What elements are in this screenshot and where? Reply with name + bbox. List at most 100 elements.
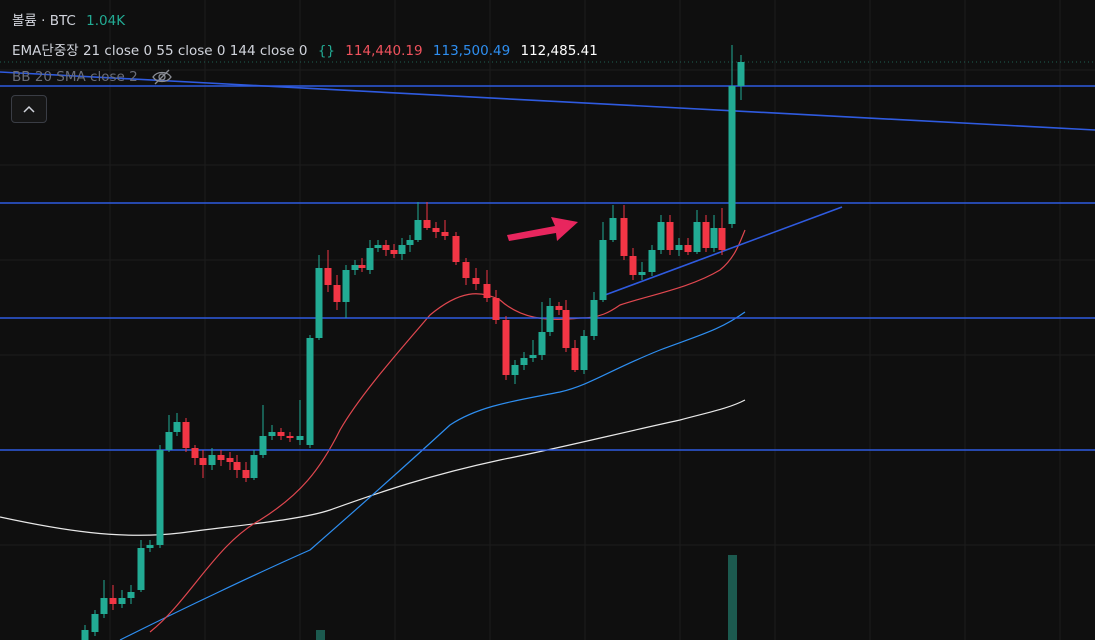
eye-off-icon[interactable] (152, 69, 172, 85)
ema-value: 113,500.49 (432, 43, 511, 59)
candle-body (693, 222, 701, 252)
candle-body (710, 228, 718, 248)
arrow-annotation (507, 217, 578, 241)
ema-value: 112,485.41 (520, 43, 598, 59)
candle-body (146, 545, 154, 548)
candle-body (109, 598, 117, 604)
candle-body (511, 365, 519, 375)
candle-body (414, 220, 422, 240)
candle-body (242, 470, 250, 478)
ema-144 (0, 399, 746, 536)
candle-body (296, 436, 304, 440)
drawn-lines (0, 71, 1095, 451)
candle-body (268, 432, 276, 436)
candle-body (737, 62, 745, 86)
candle-body (165, 432, 173, 450)
collapse-button[interactable] (11, 95, 47, 123)
ema-21 (149, 229, 746, 633)
candle-body (173, 422, 181, 432)
candle-body (233, 462, 241, 470)
candle-body (286, 436, 294, 438)
candle-body (208, 455, 216, 465)
candle-body (620, 218, 628, 256)
ema-value: 114,440.19 (345, 43, 423, 59)
candle-body (390, 250, 398, 254)
candle-body (648, 250, 656, 272)
indicator-name[interactable]: EMA단중장 21 close 0 55 close 0 144 close 0 (12, 43, 308, 59)
candle-body (277, 432, 285, 436)
candle-body (315, 268, 323, 338)
candle-body (432, 228, 440, 232)
candle-body (199, 458, 207, 465)
candle-body (462, 262, 470, 278)
candle-body (127, 592, 135, 598)
candle-body (351, 265, 359, 270)
source-icon[interactable]: {} (317, 43, 335, 59)
candles (81, 45, 745, 640)
candle-body (250, 455, 258, 478)
candle-body (702, 222, 710, 248)
candle-body (306, 338, 314, 445)
volume-legend: 볼륨 · BTC 1.04K (12, 9, 125, 29)
candle-body (638, 272, 646, 275)
candle-body (382, 245, 390, 250)
candle-body (100, 598, 108, 614)
bb-legend: BB 20 SMA close 2 (12, 69, 138, 85)
candle-body (333, 285, 341, 302)
candle-body (182, 422, 190, 448)
candle-body (398, 245, 406, 254)
candle-body (599, 240, 607, 300)
candle-body (472, 278, 480, 284)
candle-body (666, 222, 674, 250)
candle-body (91, 614, 99, 632)
candle-body (529, 355, 537, 358)
candle-body (590, 300, 598, 336)
candle-body (441, 232, 449, 236)
candle-body (226, 458, 234, 462)
candle-body (571, 348, 579, 370)
candle-body (259, 436, 267, 455)
candle-body (492, 298, 500, 320)
trend-line (604, 206, 843, 296)
candle-body (718, 228, 726, 250)
candle-body (546, 306, 554, 332)
candle-body (520, 358, 528, 365)
candle-body (452, 236, 460, 262)
candle-body (342, 270, 350, 302)
trend-line (0, 71, 1095, 131)
candle-body (728, 86, 736, 224)
candle-body (483, 284, 491, 298)
ema-legend: EMA단중장 21 close 0 55 close 0 144 close 0… (12, 39, 598, 59)
volume-bar (728, 555, 737, 640)
candle-body (629, 256, 637, 275)
candle-body (562, 310, 570, 348)
candle-body (118, 598, 126, 604)
volume-value: 1.04K (86, 13, 126, 29)
candle-body (137, 548, 145, 590)
candle-body (555, 306, 563, 310)
candle-body (502, 320, 510, 375)
volume-bar (316, 630, 325, 640)
candle-body (406, 240, 414, 245)
candle-body (156, 450, 164, 545)
candle-body (657, 222, 665, 250)
symbol: 볼륨 · BTC (12, 13, 76, 29)
ema-55 (119, 311, 746, 640)
candle-body (675, 245, 683, 250)
chevron-icon (23, 105, 35, 113)
candle-body (580, 336, 588, 370)
candle-body (217, 455, 225, 460)
candle-body (81, 630, 89, 640)
candle-body (374, 245, 382, 248)
candle-body (324, 268, 332, 285)
candle-body (191, 448, 199, 458)
indicator-name[interactable]: BB 20 SMA close 2 (12, 69, 138, 85)
candle-body (538, 332, 546, 355)
candle-body (684, 245, 692, 252)
candle-body (423, 220, 431, 228)
candle-body (609, 218, 617, 240)
candle-body (366, 248, 374, 270)
